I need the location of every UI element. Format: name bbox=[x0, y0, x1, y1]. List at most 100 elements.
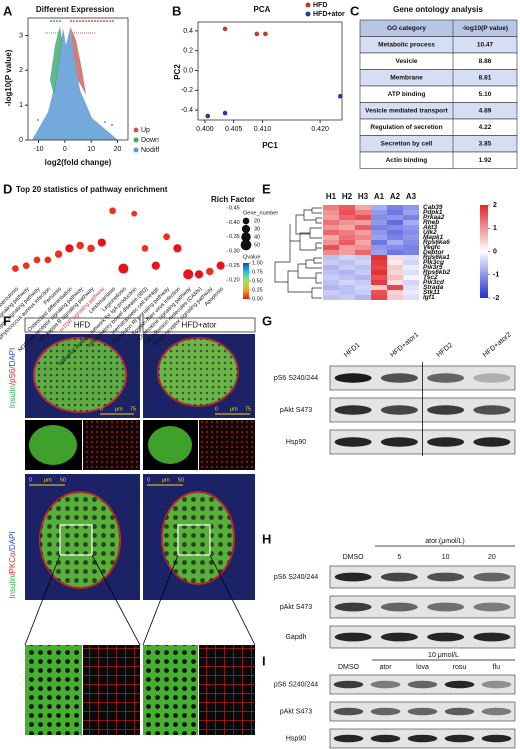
row-label: Rps6ka1 bbox=[423, 254, 450, 261]
bubble bbox=[33, 256, 41, 264]
legend-bubble bbox=[240, 239, 252, 251]
blot-band bbox=[370, 680, 401, 689]
data-point bbox=[222, 26, 228, 32]
blot-band bbox=[380, 632, 418, 642]
heatmap-cell bbox=[323, 295, 339, 300]
heatmap-cell bbox=[387, 255, 403, 260]
heatmap-cell bbox=[387, 295, 403, 300]
heatmap-cell bbox=[403, 230, 419, 235]
chart-title: PCA bbox=[254, 5, 271, 14]
heatmap-cell bbox=[387, 235, 403, 240]
bubble bbox=[22, 262, 30, 270]
row-label: Pdpk1 bbox=[423, 209, 443, 216]
lane-label: HFD+ator1 bbox=[389, 331, 420, 359]
colorbar-label: 0.00 bbox=[252, 296, 263, 302]
table-cell: Vesicle bbox=[395, 58, 417, 65]
heatmap-cell bbox=[339, 260, 355, 265]
heatmap-cell bbox=[387, 230, 403, 235]
heatmap-cell bbox=[371, 250, 387, 255]
heatmap-cell bbox=[323, 215, 339, 220]
lane-label: 10 bbox=[442, 554, 450, 561]
column-label: H1 bbox=[326, 192, 337, 201]
data-point bbox=[222, 110, 228, 116]
y-axis-label: -log10(P value) bbox=[4, 49, 13, 106]
blot-band bbox=[481, 734, 512, 743]
panel-letter: H bbox=[262, 531, 271, 546]
table-cell: Regulation of secretion bbox=[370, 124, 442, 131]
heatmap-cell bbox=[339, 295, 355, 300]
bubble bbox=[44, 256, 52, 264]
panel-letter: A bbox=[3, 3, 13, 18]
x-tick-label: 0.400 bbox=[196, 126, 214, 133]
legend-label: Up bbox=[141, 127, 150, 134]
lane-label: HFD2 bbox=[436, 342, 455, 359]
table-cell: Actin binding bbox=[386, 157, 428, 164]
heatmap-cell bbox=[403, 220, 419, 225]
bubble bbox=[163, 233, 170, 241]
scale-label: 0 bbox=[147, 477, 150, 483]
blot-band bbox=[380, 373, 418, 383]
heatmap-cell bbox=[403, 285, 419, 290]
heatmap-cell bbox=[371, 295, 387, 300]
table-row-bg bbox=[359, 52, 518, 70]
heatmap-cell bbox=[323, 245, 339, 250]
row-label: Igf1 bbox=[423, 294, 435, 301]
blot-band bbox=[473, 572, 511, 582]
y-tick-label: 0.30 bbox=[229, 249, 240, 255]
row-label: Pik3cg bbox=[423, 259, 444, 266]
legend-bubble bbox=[242, 217, 250, 225]
scale-label: 0 bbox=[100, 406, 103, 412]
table-cell: 4.22 bbox=[479, 124, 492, 131]
bubble bbox=[54, 250, 63, 258]
legend-title: Qvalue bbox=[243, 254, 260, 260]
panel-letter: G bbox=[262, 313, 272, 328]
table-cell: 10.47 bbox=[477, 41, 494, 48]
y-axis-label: Rich Factor bbox=[211, 195, 255, 204]
row-label: Prkaa2 bbox=[423, 214, 445, 221]
heatmap-cell bbox=[323, 260, 339, 265]
blot-band bbox=[444, 680, 475, 689]
legend-label: 50 bbox=[254, 242, 260, 248]
data-point bbox=[205, 113, 211, 119]
panel-letter: D bbox=[3, 181, 12, 196]
row-label: Stk11 bbox=[423, 289, 440, 296]
heatmap-cell bbox=[387, 285, 403, 290]
colorbar-label: 0 bbox=[493, 248, 497, 255]
legend-bubble bbox=[241, 224, 251, 234]
panel-letter: F bbox=[3, 313, 11, 328]
blot-row-label: pAkt S473 bbox=[280, 407, 312, 414]
heatmap-cell bbox=[355, 255, 371, 260]
blot-band bbox=[334, 373, 372, 383]
heatmap-cell bbox=[355, 210, 371, 215]
heatmap-cell bbox=[355, 250, 371, 255]
legend-marker bbox=[305, 2, 311, 8]
heatmap-cell bbox=[387, 290, 403, 295]
scale-label: 0 bbox=[215, 406, 218, 412]
heatmap-cell bbox=[339, 225, 355, 230]
table-cell: ATP binding bbox=[388, 91, 426, 98]
legend-marker bbox=[133, 137, 139, 143]
stain-label: Insulin/PKCα/DAPI bbox=[8, 531, 17, 598]
heatmap-cell bbox=[371, 275, 387, 280]
heatmap-cell bbox=[355, 285, 371, 290]
blot-band bbox=[473, 632, 511, 642]
scale-label: 50 bbox=[60, 477, 66, 483]
y-tick-label: 0.25 bbox=[229, 263, 240, 269]
bubble bbox=[183, 269, 194, 280]
heatmap-cell bbox=[355, 215, 371, 220]
x-axis-label: log2(fold change) bbox=[45, 158, 112, 167]
heatmap-cell bbox=[355, 260, 371, 265]
bubble bbox=[131, 210, 138, 217]
heatmap-cell bbox=[387, 220, 403, 225]
heatmap-cell bbox=[355, 230, 371, 235]
heatmap-cell bbox=[355, 265, 371, 270]
colorbar-label: 1.00 bbox=[252, 260, 263, 266]
heatmap-cell bbox=[403, 225, 419, 230]
legend-label: HFD+ator bbox=[313, 11, 345, 18]
x-tick-label: 0.420 bbox=[311, 126, 329, 133]
legend-marker bbox=[133, 147, 139, 153]
table-row-bg bbox=[359, 85, 518, 103]
lane-label: 20 bbox=[488, 554, 496, 561]
heatmap-cell bbox=[323, 255, 339, 260]
